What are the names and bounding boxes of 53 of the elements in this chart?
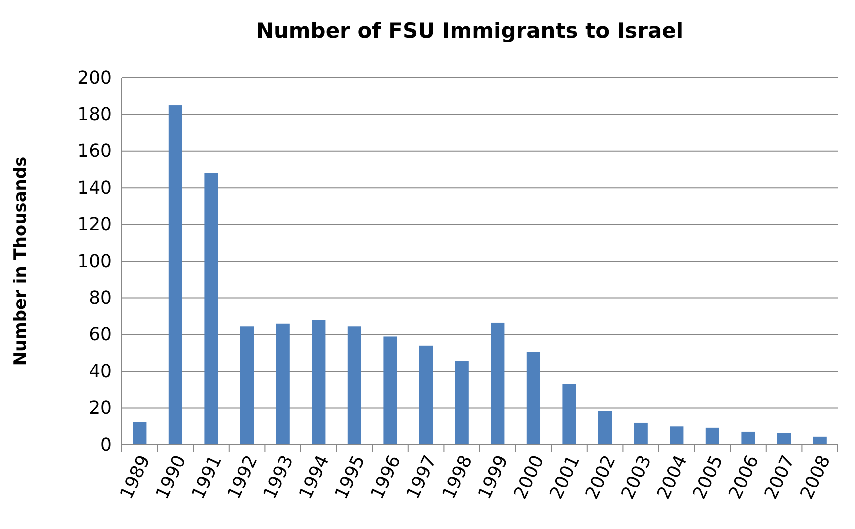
bar: [133, 422, 147, 445]
x-tick-label: 2006: [725, 452, 764, 503]
x-tick-label: 2000: [510, 452, 549, 503]
x-tick-label: 1991: [188, 452, 226, 503]
bar: [742, 432, 756, 445]
bar: [168, 106, 182, 445]
y-tick-label: 40: [89, 361, 112, 382]
bar: [420, 346, 434, 445]
x-tick-label: 1995: [331, 452, 370, 503]
y-tick-label: 120: [78, 214, 112, 236]
x-tick-label: 2005: [689, 452, 728, 503]
bar: [276, 324, 290, 445]
bar: [455, 362, 469, 445]
bar: [598, 411, 612, 445]
x-tick-label: 1994: [296, 452, 334, 503]
x-tick-label: 2001: [546, 452, 584, 503]
x-tick-label: 2002: [582, 452, 620, 503]
bar: [204, 173, 218, 445]
x-tick-label: 2004: [654, 452, 692, 503]
chart-title: Number of FSU Immigrants to Israel: [256, 19, 684, 43]
bar: [670, 426, 684, 445]
bar: [778, 433, 792, 445]
y-tick-label: 60: [89, 324, 112, 346]
x-tick-label: 1998: [438, 452, 478, 503]
y-tick-label: 100: [78, 251, 112, 272]
bar: [634, 422, 648, 445]
x-tick-label: 2007: [760, 452, 800, 503]
y-tick-label: 180: [78, 104, 112, 126]
y-tick-label: 20: [89, 398, 112, 420]
x-tick-label: 2008: [796, 452, 836, 503]
y-tick-label: 0: [100, 434, 112, 456]
bar: [526, 352, 540, 445]
y-axis-title: Number in Thousands: [11, 156, 31, 366]
x-tick-label: 1997: [402, 452, 442, 503]
x-tick-label: 1989: [116, 452, 155, 503]
bar: [240, 326, 254, 445]
x-tick-label: 1990: [152, 452, 191, 503]
x-tick-label: 1993: [260, 452, 298, 503]
y-tick-label: 140: [78, 178, 112, 199]
bar: [706, 428, 720, 445]
x-tick-label: 1996: [367, 452, 406, 503]
bar: [384, 336, 398, 445]
bar: [491, 322, 505, 445]
x-tick-label: 1992: [224, 452, 262, 503]
bar: [348, 326, 362, 445]
y-tick-label: 80: [89, 288, 112, 309]
x-tick-label: 2003: [618, 452, 656, 503]
bar: [312, 320, 326, 445]
y-tick-label: 200: [78, 68, 112, 89]
y-tick-label: 160: [78, 141, 112, 162]
bar: [813, 436, 827, 445]
bar: [562, 384, 576, 445]
x-tick-label: 1999: [474, 452, 513, 503]
